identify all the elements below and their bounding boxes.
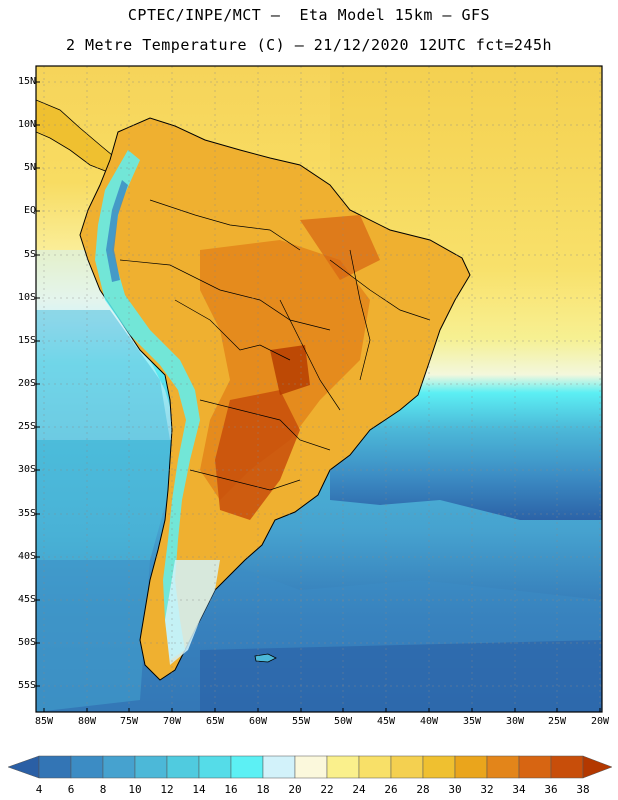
lat-label: 15S [17, 335, 36, 346]
colorbar-label: 18 [256, 783, 270, 796]
colorbar-label: 24 [352, 783, 366, 796]
country-borders [119, 199, 431, 491]
colorbar-swatch [134, 755, 168, 779]
lon-label: 40W [419, 716, 439, 727]
colorbar-label: 12 [160, 783, 174, 796]
colorbar-label: 22 [320, 783, 334, 796]
colorbar-label: 6 [67, 783, 75, 796]
colorbar-swatch [294, 755, 328, 779]
colorbar-swatch [102, 755, 136, 779]
colorbar-arrow-left [7, 755, 40, 779]
lon-label: 85W [34, 716, 54, 727]
colorbar-swatch [486, 755, 520, 779]
colorbar-label: 4 [35, 783, 43, 796]
title-line-1: CPTEC/INPE/MCT – Eta Model 15km – GFS [127, 6, 491, 24]
colorbar-swatch [358, 755, 392, 779]
lon-label: 60W [248, 716, 268, 727]
colorbar-swatch [390, 755, 424, 779]
colorbar-label: 26 [384, 783, 398, 796]
andes-cold-strip [95, 150, 200, 660]
colorbar-swatch [518, 755, 552, 779]
colorbar-label: 8 [99, 783, 107, 796]
falkland-islands [254, 653, 277, 663]
colorbar-label: 16 [224, 783, 238, 796]
title-line-2: 2 Metre Temperature (C) – 21/12/2020 12U… [65, 36, 553, 54]
lon-label: 55W [291, 716, 311, 727]
hot-northeast [300, 215, 380, 280]
lon-label: 50W [333, 716, 353, 727]
lat-label: 20S [17, 378, 36, 389]
colorbar-label: 10 [128, 783, 142, 796]
colorbar-label: 20 [288, 783, 302, 796]
lon-label: 35W [462, 716, 482, 727]
lat-label: 5N [23, 162, 36, 173]
map-field [36, 66, 602, 712]
colorbar-arrow-right [582, 755, 613, 779]
lon-label: 70W [162, 716, 182, 727]
lat-label: 25S [17, 421, 36, 432]
colorbar [7, 755, 613, 779]
map-frame [35, 65, 603, 713]
southern-deep-cold [200, 640, 602, 712]
lon-label: 75W [119, 716, 139, 727]
lon-label: 20W [590, 716, 610, 727]
lon-label: 80W [77, 716, 97, 727]
colorbar-swatch [166, 755, 200, 779]
colorbar-swatch [550, 755, 584, 779]
colorbar-label: 28 [416, 783, 430, 796]
lon-label: 45W [376, 716, 396, 727]
lat-label: 30S [17, 464, 36, 475]
colorbar-swatch [70, 755, 104, 779]
lat-label: 35S [17, 508, 36, 519]
lat-label: 10N [17, 119, 36, 130]
colorbar-swatch [454, 755, 488, 779]
colorbar-swatch [230, 755, 264, 779]
colorbar-swatch [262, 755, 296, 779]
hottest-core [215, 390, 300, 520]
colorbar-swatch [38, 755, 72, 779]
hot-core-north [270, 345, 310, 395]
axis-ticks [36, 81, 601, 712]
colorbar-swatch [198, 755, 232, 779]
lat-gridlines [36, 81, 602, 687]
lat-label: 5S [23, 249, 36, 260]
colorbar-swatch [422, 755, 456, 779]
colorbar-label: 30 [448, 783, 462, 796]
lat-label: 40S [17, 551, 36, 562]
colorbar-label: 36 [544, 783, 558, 796]
patagonia-cool [165, 560, 220, 665]
lat-label: 55S [17, 680, 36, 691]
lon-label: 25W [547, 716, 567, 727]
lon-label: 65W [205, 716, 225, 727]
colorbar-label: 38 [576, 783, 590, 796]
colorbar-label: 34 [512, 783, 526, 796]
colorbar-label: 32 [480, 783, 494, 796]
lat-label: EQ [23, 205, 36, 216]
colorbar-label: 14 [192, 783, 206, 796]
lat-label: 45S [17, 594, 36, 605]
lon-label: 30W [505, 716, 525, 727]
lat-label: 10S [17, 292, 36, 303]
colorbar-swatch [326, 755, 360, 779]
lat-label: 50S [17, 637, 36, 648]
lat-label: 15N [17, 76, 36, 87]
andes-high-cold [106, 180, 128, 282]
